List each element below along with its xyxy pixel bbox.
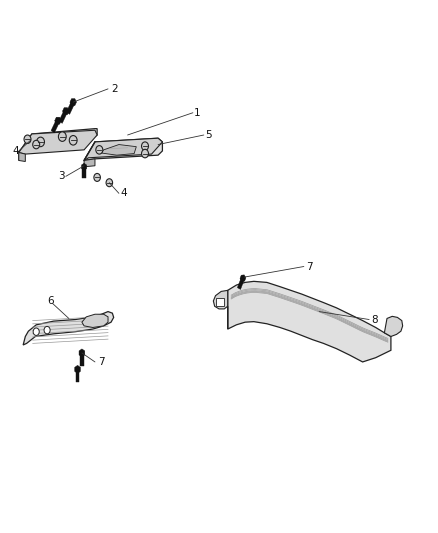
Polygon shape: [19, 130, 97, 154]
Polygon shape: [76, 369, 79, 382]
Polygon shape: [237, 277, 244, 289]
Polygon shape: [240, 275, 246, 281]
Polygon shape: [51, 119, 60, 133]
Circle shape: [33, 328, 39, 335]
Text: 7: 7: [306, 262, 312, 271]
Circle shape: [44, 326, 50, 334]
Polygon shape: [102, 144, 136, 155]
Polygon shape: [55, 117, 61, 124]
Circle shape: [24, 135, 31, 143]
Bar: [216, 298, 224, 306]
Polygon shape: [213, 290, 228, 329]
Circle shape: [33, 140, 40, 149]
Text: 7: 7: [98, 357, 105, 367]
Circle shape: [37, 137, 45, 147]
Polygon shape: [228, 281, 391, 362]
Circle shape: [141, 149, 148, 158]
Text: 8: 8: [371, 314, 378, 325]
Polygon shape: [66, 101, 75, 114]
Text: 3: 3: [58, 172, 65, 181]
Polygon shape: [84, 138, 162, 160]
Text: 4: 4: [120, 188, 127, 198]
Polygon shape: [385, 317, 403, 336]
Polygon shape: [63, 108, 69, 115]
Polygon shape: [59, 110, 67, 123]
Polygon shape: [23, 312, 114, 345]
Text: 4: 4: [12, 146, 19, 156]
Polygon shape: [79, 349, 85, 357]
Circle shape: [106, 179, 113, 187]
Polygon shape: [19, 128, 97, 160]
Polygon shape: [19, 152, 25, 161]
Polygon shape: [80, 353, 84, 366]
Circle shape: [96, 146, 103, 154]
Text: 2: 2: [111, 84, 118, 94]
Text: 6: 6: [47, 296, 54, 306]
Polygon shape: [84, 159, 95, 167]
Polygon shape: [82, 167, 86, 178]
Text: 1: 1: [194, 108, 201, 118]
Text: 5: 5: [205, 130, 212, 140]
Polygon shape: [70, 99, 77, 106]
Circle shape: [94, 173, 100, 181]
Circle shape: [69, 135, 77, 145]
Polygon shape: [81, 163, 87, 171]
Circle shape: [58, 132, 66, 141]
Polygon shape: [84, 138, 162, 160]
Polygon shape: [82, 314, 108, 327]
Polygon shape: [75, 365, 81, 374]
Circle shape: [141, 142, 148, 150]
